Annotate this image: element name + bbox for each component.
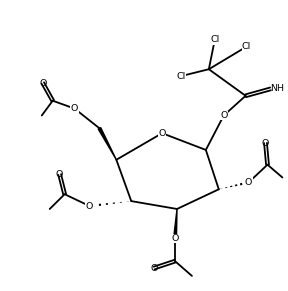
Text: O: O [39, 79, 46, 88]
Text: O: O [150, 264, 158, 273]
Polygon shape [174, 209, 177, 239]
Text: O: O [220, 111, 228, 120]
Text: O: O [262, 139, 269, 148]
Text: O: O [171, 234, 179, 243]
Text: Cl: Cl [242, 42, 251, 51]
Text: Cl: Cl [176, 72, 185, 81]
Text: O: O [71, 104, 78, 113]
Text: NH: NH [270, 84, 285, 93]
Text: O: O [86, 202, 93, 210]
Polygon shape [98, 127, 116, 160]
Text: O: O [245, 178, 252, 187]
Text: O: O [56, 170, 63, 179]
Text: Cl: Cl [210, 35, 219, 44]
Text: O: O [158, 129, 166, 138]
